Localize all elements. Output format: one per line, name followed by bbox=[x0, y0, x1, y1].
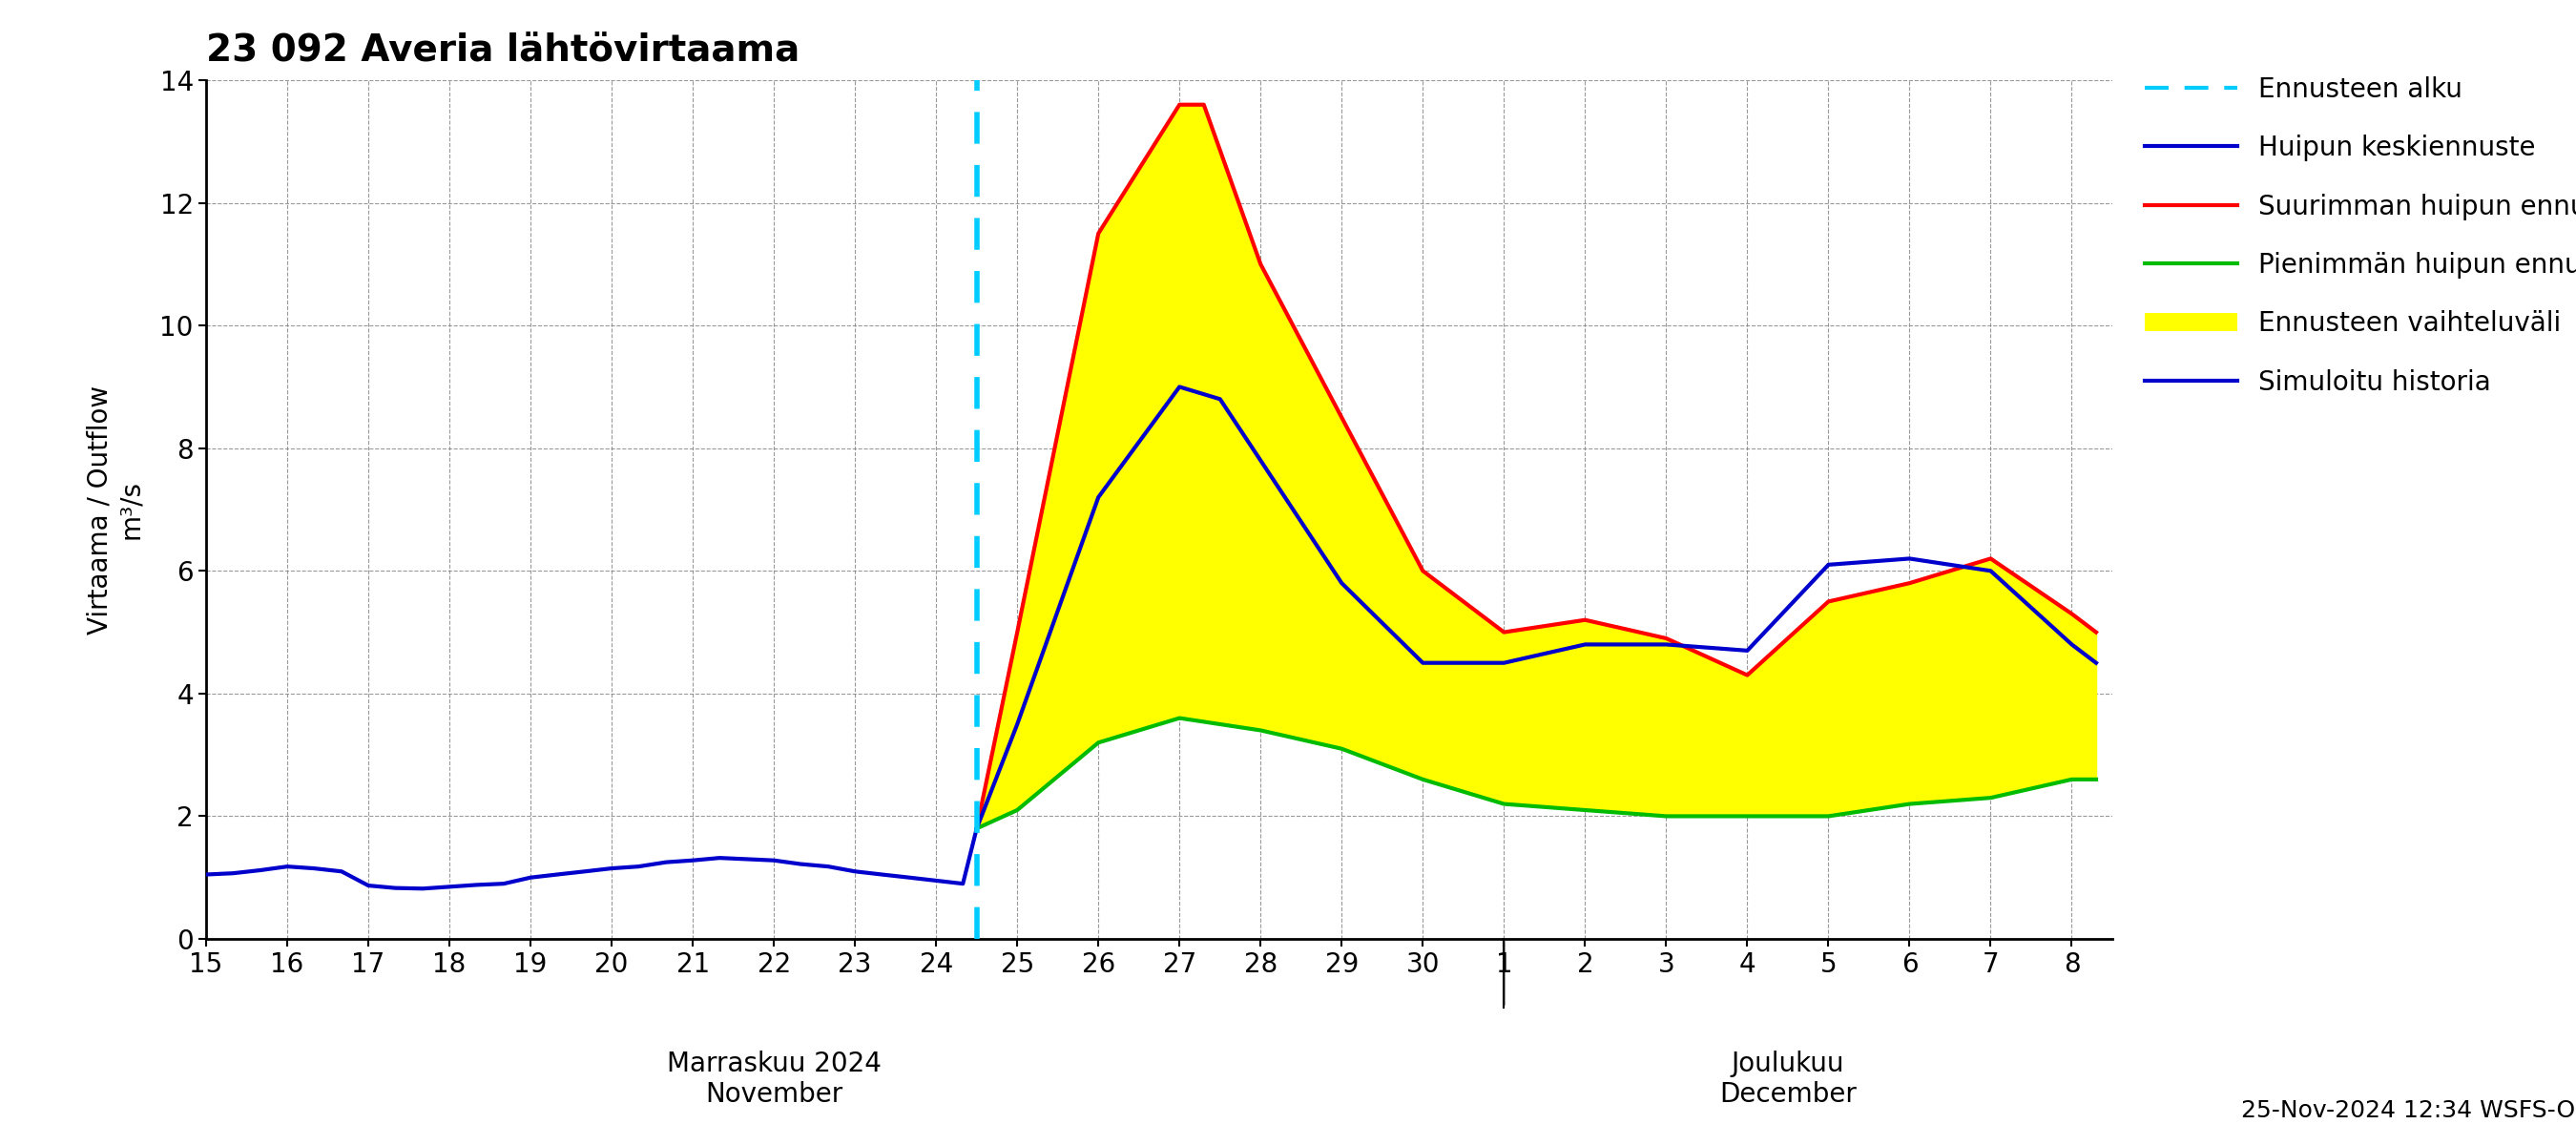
Text: 23 092 Averia lähtövirtaama: 23 092 Averia lähtövirtaama bbox=[206, 33, 799, 69]
Text: Marraskuu 2024
November: Marraskuu 2024 November bbox=[667, 1051, 881, 1108]
Y-axis label: Virtaama / Outflow
m³/s: Virtaama / Outflow m³/s bbox=[85, 385, 144, 634]
Legend: Ennusteen alku, Huipun keskiennuste, Suurimman huipun ennuste, Pienimmän huipun : Ennusteen alku, Huipun keskiennuste, Suu… bbox=[2146, 77, 2576, 395]
Text: Joulukuu
December: Joulukuu December bbox=[1718, 1051, 1857, 1108]
Text: 25-Nov-2024 12:34 WSFS-O: 25-Nov-2024 12:34 WSFS-O bbox=[2241, 1099, 2576, 1122]
